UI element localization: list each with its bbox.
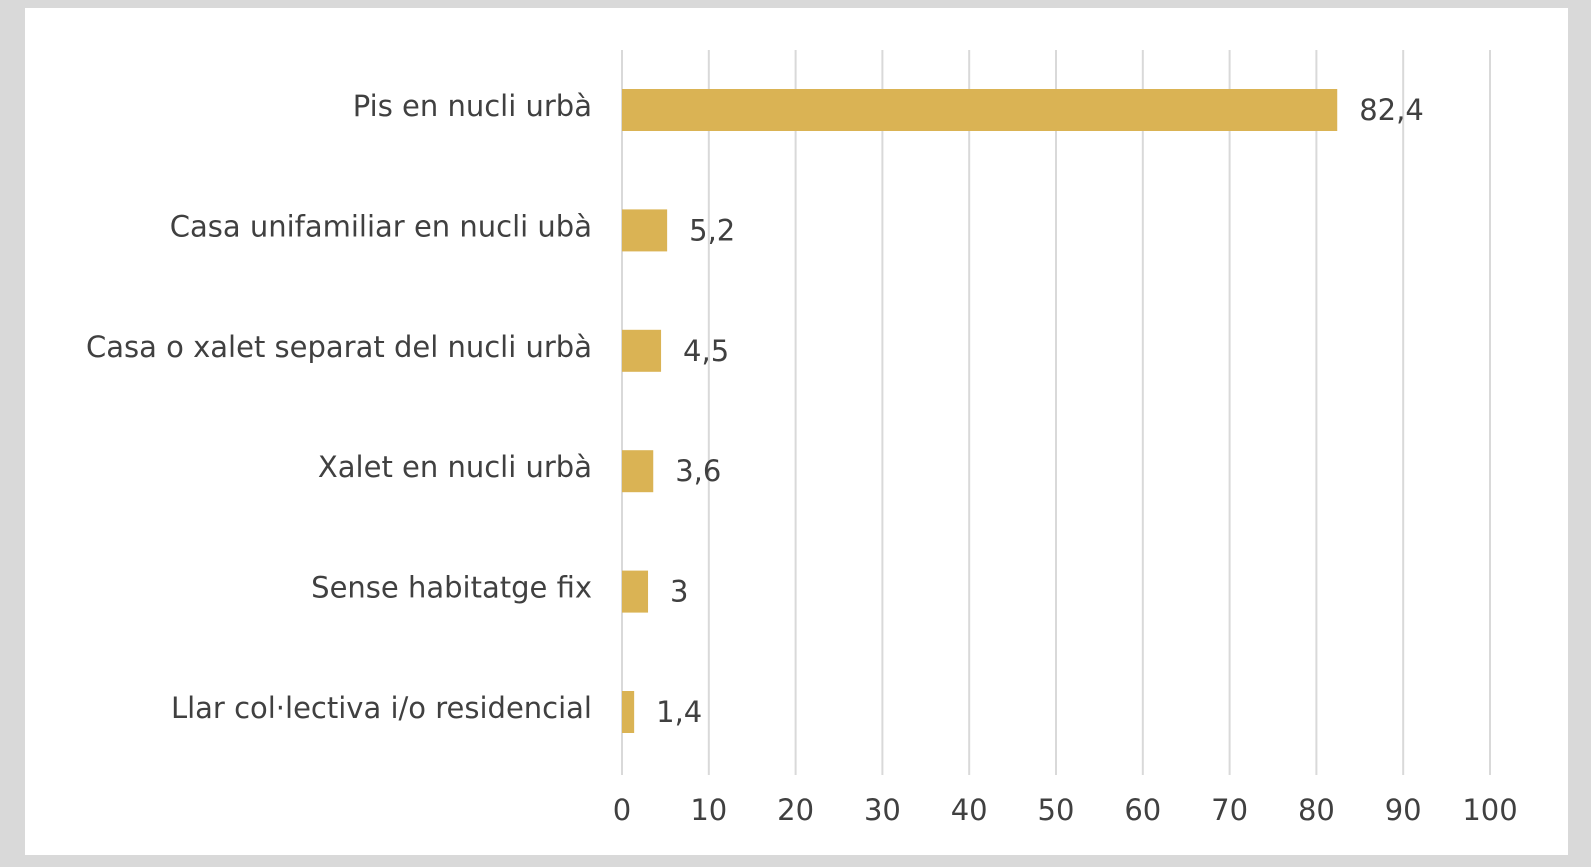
x-tick-label: 50 bbox=[1038, 793, 1075, 827]
y-tick-label: Casa o xalet separat del nucli urbà bbox=[86, 330, 592, 364]
x-tick-label: 70 bbox=[1211, 793, 1248, 827]
x-tick-label: 60 bbox=[1124, 793, 1161, 827]
x-tick-label: 80 bbox=[1298, 793, 1335, 827]
data-label: 82,4 bbox=[1359, 93, 1424, 127]
bar bbox=[622, 691, 635, 733]
bar bbox=[622, 570, 649, 613]
bar bbox=[622, 209, 668, 252]
y-tick-label: Xalet en nucli urbà bbox=[318, 450, 592, 484]
x-tick-label: 20 bbox=[777, 793, 814, 827]
data-label: 3 bbox=[670, 575, 688, 609]
y-tick-label: Llar col·lectiva i/o residencial bbox=[171, 691, 592, 725]
y-tick-label: Casa unifamiliar en nucli ubà bbox=[170, 209, 592, 243]
x-tick-label: 30 bbox=[864, 793, 901, 827]
x-tick-label: 40 bbox=[951, 793, 988, 827]
data-label: 3,6 bbox=[675, 454, 721, 488]
x-tick-label: 100 bbox=[1462, 793, 1517, 827]
data-label: 1,4 bbox=[656, 695, 702, 729]
bar bbox=[622, 89, 1338, 131]
bar bbox=[622, 450, 654, 493]
data-label: 4,5 bbox=[683, 334, 729, 368]
bar bbox=[622, 329, 662, 372]
x-tick-label: 10 bbox=[690, 793, 727, 827]
x-tick-label: 0 bbox=[613, 793, 631, 827]
y-tick-label: Sense habitatge fix bbox=[311, 571, 592, 605]
y-tick-label: Pis en nucli urbà bbox=[353, 89, 592, 123]
data-label: 5,2 bbox=[689, 213, 735, 247]
x-tick-label: 90 bbox=[1385, 793, 1422, 827]
